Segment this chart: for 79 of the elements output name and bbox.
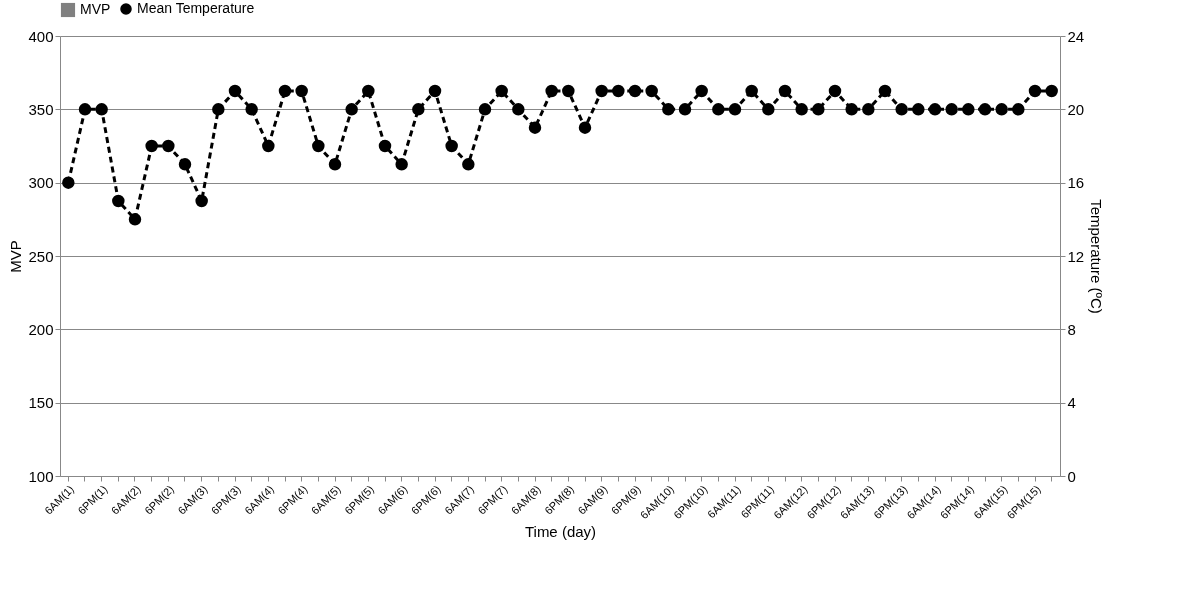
point xyxy=(278,84,292,98)
point xyxy=(812,103,825,116)
point xyxy=(945,103,958,116)
point xyxy=(262,139,275,153)
point xyxy=(95,103,108,116)
point xyxy=(178,158,192,171)
y2-tick-label: 0 xyxy=(1067,467,1076,485)
point xyxy=(495,84,508,98)
point xyxy=(162,139,175,153)
point xyxy=(712,103,725,116)
x-axis-title: Time (day) xyxy=(524,523,597,541)
point xyxy=(828,84,842,98)
y-tick-label: 150 xyxy=(28,394,54,412)
point xyxy=(612,84,625,98)
point xyxy=(662,103,675,116)
point xyxy=(295,84,308,98)
point xyxy=(745,84,758,98)
point xyxy=(995,103,1008,116)
y2-tick-label: 20 xyxy=(1067,100,1085,118)
legend-label: MVP xyxy=(80,1,111,17)
point xyxy=(595,84,608,98)
y2-tick-label: 16 xyxy=(1067,174,1085,192)
point xyxy=(345,103,358,116)
point xyxy=(245,103,258,116)
point xyxy=(528,121,542,134)
y-axis-title: MVP xyxy=(7,240,25,273)
point xyxy=(328,158,342,171)
point xyxy=(428,84,442,98)
point xyxy=(845,103,858,116)
y-tick-label: 200 xyxy=(28,320,54,338)
y-tick-label: 400 xyxy=(28,27,54,45)
y-tick-label: 300 xyxy=(28,174,54,192)
point xyxy=(962,103,975,116)
point xyxy=(195,194,208,208)
point xyxy=(378,139,392,153)
point xyxy=(778,84,792,98)
point xyxy=(78,103,92,116)
point xyxy=(628,84,642,98)
point xyxy=(362,84,375,98)
point xyxy=(462,158,475,171)
point xyxy=(928,103,942,116)
y2-axis-title: Temperature (ºC) xyxy=(1088,199,1106,314)
point xyxy=(395,158,408,171)
point xyxy=(512,103,525,116)
point xyxy=(895,103,908,116)
point xyxy=(228,84,242,98)
y2-tick-label: 8 xyxy=(1067,320,1076,338)
y-tick-label: 350 xyxy=(28,100,54,118)
point xyxy=(1045,84,1058,98)
point xyxy=(562,84,575,98)
point xyxy=(128,213,142,226)
y2-tick-label: 12 xyxy=(1067,247,1085,265)
point xyxy=(478,103,492,116)
point xyxy=(312,139,325,153)
point xyxy=(912,103,925,116)
point xyxy=(728,103,742,116)
y2-tick-label: 4 xyxy=(1067,394,1076,412)
point xyxy=(62,176,75,189)
point xyxy=(695,84,708,98)
legend-label: Mean Temperature xyxy=(137,0,255,16)
point xyxy=(862,103,875,116)
y-tick-label: 250 xyxy=(28,247,54,265)
y-tick-label: 100 xyxy=(28,467,54,485)
point xyxy=(1012,103,1025,116)
point xyxy=(878,84,892,98)
point xyxy=(145,139,158,153)
point xyxy=(112,194,125,208)
point xyxy=(1028,84,1042,98)
y2-tick-label: 24 xyxy=(1067,27,1085,45)
point xyxy=(678,103,692,116)
point xyxy=(978,103,992,116)
point xyxy=(412,103,425,116)
point xyxy=(212,103,225,116)
point xyxy=(578,121,592,134)
point xyxy=(445,139,458,153)
point xyxy=(795,103,808,116)
point xyxy=(545,84,558,98)
point xyxy=(645,84,658,98)
point xyxy=(762,103,775,116)
